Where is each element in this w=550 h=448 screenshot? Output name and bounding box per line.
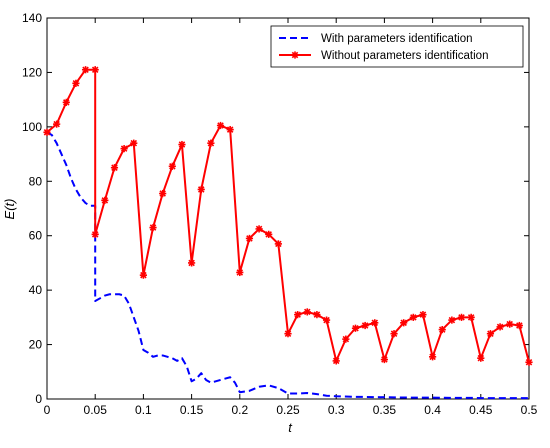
series-with-parameters-identification: [46, 131, 529, 400]
data-point-marker: [91, 66, 99, 74]
data-point-marker: [62, 98, 70, 106]
data-point-marker: [159, 189, 167, 198]
data-point-marker: [332, 357, 340, 365]
y-axis-label: E(t): [2, 199, 17, 220]
data-point-marker: [419, 311, 427, 319]
data-point-marker: [101, 196, 109, 204]
data-point-marker: [216, 121, 225, 130]
plot-area: [46, 17, 530, 400]
data-point-marker: [322, 316, 331, 324]
data-point-marker: [525, 358, 533, 366]
series-line: [46, 68, 530, 363]
data-point-marker: [429, 353, 437, 361]
x-tick-label: 0.5: [521, 403, 538, 417]
y-tick-label: 60: [29, 229, 43, 243]
x-tick-label: 0.2: [231, 403, 248, 417]
data-point-marker: [139, 271, 147, 279]
data-point-marker: [380, 355, 388, 364]
x-tick-label: 0.4: [424, 403, 441, 417]
data-point-marker: [197, 185, 205, 194]
data-point-marker: [226, 125, 234, 134]
y-tick-label: 120: [22, 65, 42, 79]
x-tick-label: 0.45: [469, 403, 493, 417]
y-tick-label: 0: [35, 392, 42, 406]
x-tick-label: 0.05: [84, 403, 108, 417]
data-point-marker: [255, 225, 263, 233]
data-point-marker: [265, 230, 273, 238]
data-point-marker: [81, 66, 90, 74]
x-tick-label: 0.15: [180, 403, 204, 417]
x-tick-label: 0.1: [135, 403, 152, 417]
y-tick-label: 80: [29, 174, 43, 188]
x-tick-label: 0.3: [328, 403, 345, 417]
y-tick-label: 140: [22, 11, 42, 25]
legend-marker-glyph: [291, 51, 299, 59]
data-point-marker: [342, 335, 350, 343]
legend-box: [270, 25, 524, 68]
data-point-marker: [120, 145, 128, 153]
data-point-marker: [274, 240, 282, 248]
y-tick-label: 40: [29, 283, 43, 297]
data-point-marker: [130, 139, 138, 147]
data-point-marker: [486, 330, 495, 338]
data-point-marker: [168, 162, 176, 170]
series-layer: [43, 66, 533, 400]
legend-marker-without-identification: [291, 51, 299, 59]
data-point-marker: [245, 234, 254, 243]
data-point-marker: [448, 316, 456, 324]
data-point-marker: [53, 120, 61, 128]
legend-label-with-identification: With parameters identification: [321, 33, 472, 45]
data-point-marker: [72, 79, 80, 87]
y-tick-label: 100: [22, 120, 42, 134]
data-point-marker: [188, 259, 196, 267]
data-point-marker: [438, 326, 446, 334]
data-point-marker: [515, 321, 523, 330]
data-point-marker: [409, 313, 417, 321]
data-point-marker: [236, 268, 244, 277]
data-point-marker: [294, 311, 302, 319]
data-point-marker: [496, 323, 504, 331]
data-point-marker: [390, 330, 398, 338]
x-tick-label: 0: [44, 403, 51, 417]
data-point-marker: [284, 330, 292, 338]
data-point-marker: [178, 140, 186, 149]
data-point-marker: [313, 311, 321, 319]
data-point-marker: [303, 308, 311, 316]
x-axis-label: t: [288, 420, 293, 435]
data-point-marker: [371, 319, 379, 327]
series-line: [46, 131, 529, 400]
data-point-marker: [91, 230, 99, 238]
data-point-marker: [477, 354, 485, 362]
y-tick-label: 20: [29, 338, 43, 352]
series-without-parameters-identification: [43, 66, 533, 366]
data-point-marker: [400, 319, 408, 327]
legend-label-without-identification: Without parameters identification: [321, 50, 488, 62]
data-point-marker: [149, 223, 157, 232]
data-point-marker: [207, 139, 215, 147]
data-point-marker: [506, 320, 514, 328]
data-point-marker: [43, 128, 51, 136]
x-tick-label: 0.35: [373, 403, 397, 417]
data-point-marker: [467, 313, 475, 321]
legend: With parameters identification Without p…: [270, 25, 524, 68]
data-point-marker: [361, 321, 369, 330]
axis-ticks: 0 0.05 0.1 0.15 0.2 0.25 0.3 0.35 0.4 0.45 0.5 0 20 4…: [22, 11, 538, 417]
data-point-marker: [457, 313, 466, 321]
x-tick-label: 0.25: [276, 403, 300, 417]
data-point-marker: [110, 164, 119, 172]
data-point-marker: [351, 324, 360, 332]
